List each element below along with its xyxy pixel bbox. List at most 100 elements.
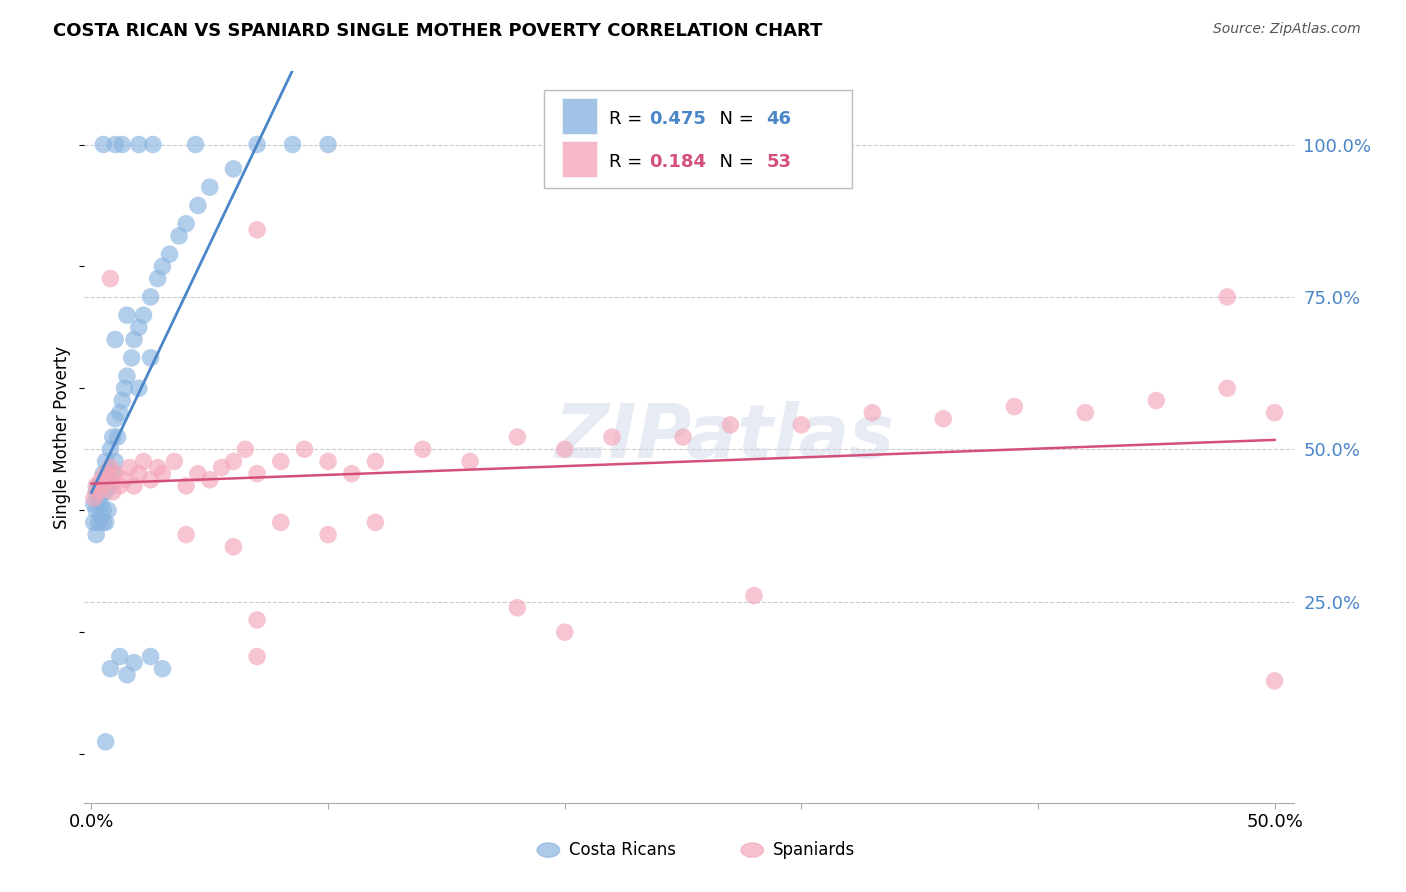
Point [222, 540, 245, 554]
Point [718, 417, 741, 432]
Point [90, 509, 112, 524]
Text: R =: R = [609, 153, 648, 171]
Point [108, 406, 131, 420]
Point [90, 473, 112, 487]
Text: 46: 46 [766, 110, 792, 128]
Point [122, 479, 145, 493]
Point [340, 467, 363, 481]
Text: 0.184: 0.184 [650, 153, 706, 171]
Point [108, 649, 131, 664]
Point [270, 454, 292, 468]
Point [246, 467, 269, 481]
Point [742, 589, 765, 603]
Point [174, 527, 197, 541]
Point [84, 527, 107, 541]
Point [458, 454, 481, 468]
Point [87, 479, 110, 493]
Point [1216, 290, 1239, 304]
Point [1264, 406, 1286, 420]
Point [184, 137, 207, 152]
Point [97, 473, 120, 487]
Text: Costa Ricans: Costa Ricans [569, 841, 676, 859]
Point [84, 485, 107, 500]
Point [128, 381, 150, 395]
Point [94, 485, 117, 500]
Point [412, 442, 434, 457]
Point [152, 260, 174, 274]
Point [1074, 406, 1097, 420]
Point [115, 369, 138, 384]
Point [84, 479, 107, 493]
Point [114, 473, 136, 487]
FancyBboxPatch shape [562, 98, 598, 134]
Point [111, 393, 134, 408]
Point [139, 649, 162, 664]
Point [87, 516, 110, 530]
Point [246, 223, 269, 237]
Point [91, 479, 114, 493]
Point [104, 412, 127, 426]
Point [128, 467, 150, 481]
Point [94, 516, 117, 530]
Point [932, 412, 955, 426]
Point [91, 137, 114, 152]
Point [198, 180, 221, 194]
Point [152, 467, 174, 481]
Point [128, 320, 150, 334]
Point [91, 467, 114, 481]
Point [270, 516, 292, 530]
Text: R =: R = [609, 110, 648, 128]
Point [364, 454, 387, 468]
Point [142, 137, 165, 152]
Point [97, 473, 120, 487]
Point [132, 454, 155, 468]
Point [316, 527, 339, 541]
Point [316, 137, 339, 152]
Point [90, 479, 112, 493]
Point [101, 485, 124, 500]
Text: Source: ZipAtlas.com: Source: ZipAtlas.com [1213, 22, 1361, 37]
Point [146, 460, 169, 475]
Text: N =: N = [709, 110, 759, 128]
Point [115, 308, 138, 322]
Point [316, 454, 339, 468]
Point [246, 137, 269, 152]
Point [104, 467, 127, 481]
Point [91, 516, 114, 530]
Point [104, 454, 127, 468]
Point [94, 735, 117, 749]
Point [139, 351, 162, 365]
Point [121, 351, 143, 365]
Point [506, 600, 529, 615]
Point [1144, 393, 1167, 408]
FancyBboxPatch shape [544, 90, 852, 188]
Point [83, 497, 105, 511]
Point [246, 649, 269, 664]
Point [281, 137, 304, 152]
Point [118, 460, 141, 475]
Point [132, 308, 155, 322]
Point [174, 479, 197, 493]
Text: COSTA RICAN VS SPANIARD SINGLE MOTHER POVERTY CORRELATION CHART: COSTA RICAN VS SPANIARD SINGLE MOTHER PO… [53, 22, 823, 40]
Point [122, 333, 145, 347]
Point [107, 430, 129, 444]
Point [100, 479, 122, 493]
Text: ZIPatlas: ZIPatlas [555, 401, 896, 474]
Point [84, 503, 107, 517]
Point [90, 497, 112, 511]
Point [187, 467, 209, 481]
Point [860, 406, 883, 420]
Point [139, 473, 162, 487]
Point [294, 442, 316, 457]
Point [187, 198, 209, 212]
Point [94, 467, 117, 481]
Point [146, 271, 169, 285]
Point [163, 454, 186, 468]
Point [167, 229, 190, 244]
Point [100, 271, 122, 285]
Point [122, 656, 145, 670]
Point [174, 217, 197, 231]
Point [100, 442, 122, 457]
FancyBboxPatch shape [562, 141, 598, 177]
Point [211, 460, 233, 475]
